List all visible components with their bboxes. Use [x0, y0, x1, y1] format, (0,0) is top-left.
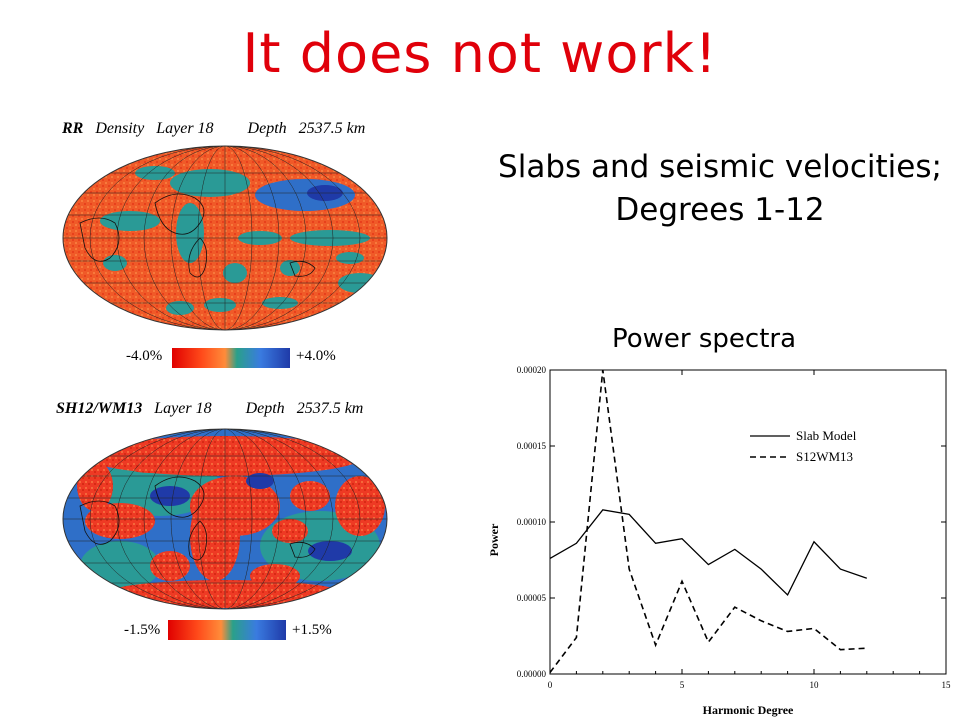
map1-caption: RR Density Layer 18 Depth 2537.5 km: [62, 120, 365, 138]
map1-scale-min: -4.0%: [126, 348, 163, 364]
map1-model: RR: [62, 120, 84, 137]
map1-depth: 2537.5 km: [298, 120, 366, 137]
legend-label-s12wm13: S12WM13: [796, 449, 853, 464]
x-axis-label: Harmonic Degree: [703, 703, 794, 717]
map2-coastlines: [79, 476, 316, 561]
x-ticks: 0 5 10 15: [548, 370, 951, 690]
map1-scale-max: +4.0%: [296, 348, 336, 364]
power-spectrum-chart: 0.00000 0.00005 0.00010 0.00015 0.00020 0 5 10…: [487, 365, 951, 717]
map2-deep-blue: [150, 473, 352, 561]
map2-model: SH12/WM13: [56, 400, 143, 417]
x-tick-label: 15: [942, 680, 952, 690]
x-tick-label: 0: [548, 680, 553, 690]
map2-colorbar: [168, 620, 286, 640]
map2-depth: 2537.5 km: [296, 400, 364, 417]
slide-subtitle: Slabs and seismic velocities; Degrees 1-…: [440, 146, 960, 232]
series-line-s12wm13: [549, 369, 867, 673]
x-tick-label: 10: [810, 680, 820, 690]
map2-layer: Layer 18: [154, 400, 212, 417]
series-lines: [549, 369, 868, 673]
map1-anomalies: [100, 166, 382, 315]
plot-frame: [549, 369, 947, 675]
y-ticks: 0.00000 0.00005 0.00010 0.00015 0.00020: [517, 365, 946, 679]
series-line-slab-model: [549, 509, 868, 597]
map2-scale-max: +1.5%: [292, 622, 332, 638]
map2-graticule: [63, 429, 387, 609]
subtitle-line-1: Slabs and seismic velocities;: [498, 149, 942, 185]
y-tick-label: 0.00005: [517, 593, 547, 603]
map1-depth-label: Depth: [247, 120, 287, 137]
map1-graticule: [63, 146, 387, 330]
slide-title: It does not work!: [242, 22, 718, 85]
subtitle-line-2: Degrees 1-12: [615, 192, 825, 228]
y-tick-label: 0.00020: [517, 365, 547, 375]
x-tick-label: 5: [680, 680, 685, 690]
map1-colorbar: [172, 348, 290, 368]
y-axis-label: Power: [487, 523, 501, 556]
map2-globe: [62, 428, 388, 610]
y-tick-label: 0.00010: [517, 517, 547, 527]
map1-quantity: Density: [95, 120, 145, 137]
power-spectra-label: Power spectra: [612, 324, 797, 354]
map1-coastlines: [79, 193, 316, 278]
map2-caption: SH12/WM13 Layer 18 Depth 2537.5 km: [56, 400, 363, 418]
map1-globe: [62, 145, 388, 331]
map2-scale-min: -1.5%: [124, 622, 161, 638]
y-tick-label: 0.00000: [517, 669, 547, 679]
legend-label-slab-model: Slab Model: [796, 428, 857, 443]
y-tick-label: 0.00015: [517, 441, 547, 451]
chart-legend: Slab Model S12WM13: [750, 428, 857, 464]
map1-layer: Layer 18: [156, 120, 214, 137]
map2-depth-label: Depth: [245, 400, 285, 417]
